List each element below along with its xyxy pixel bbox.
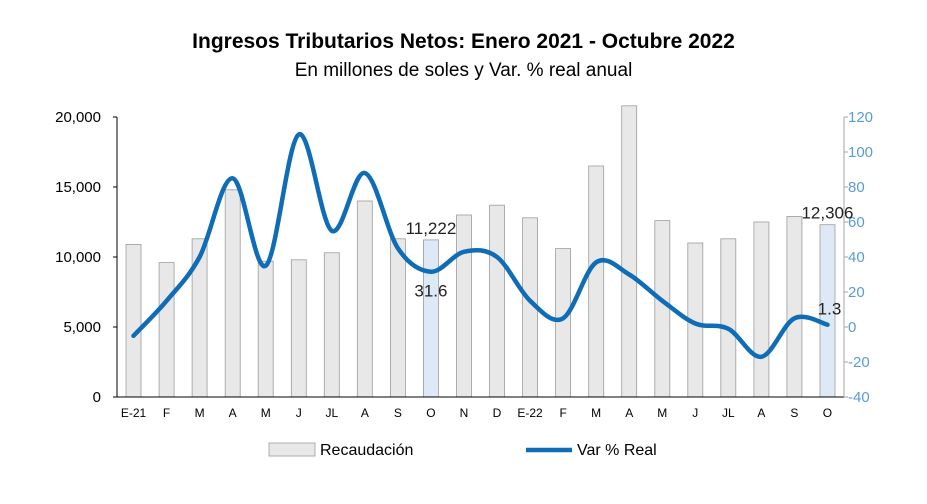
x-tick-label: A — [361, 406, 369, 420]
bar-6 — [323, 252, 340, 398]
data-label-2: 12,306 — [801, 204, 853, 223]
right-tick-label: 120 — [848, 109, 873, 126]
legend-label-recaudacion: Recaudación — [320, 442, 413, 459]
bar-5 — [290, 259, 307, 398]
x-tick-label: A — [625, 406, 633, 420]
bar-18 — [720, 238, 737, 398]
legend-label-var-real: Var % Real — [577, 442, 657, 459]
bar-0 — [125, 243, 142, 398]
x-tick-label: M — [195, 406, 205, 420]
x-tick-label: A — [757, 406, 765, 420]
data-label-0: 11,222 — [406, 219, 457, 238]
axes-group: 0 5,000 10,000 15,000 20,000 -40 -20 0 20 40 60 80 1… — [55, 109, 873, 420]
data-label-3: 1.3 — [818, 300, 842, 319]
x-tick-label: S — [394, 406, 402, 420]
data-label-1: 31.6 — [414, 282, 447, 301]
labels-group: 11,222 31.6 12,306 1.3 — [406, 204, 854, 319]
left-tick-label: 5,000 — [63, 319, 101, 336]
right-tick-label: 20 — [848, 284, 865, 301]
bar-16 — [654, 220, 671, 398]
x-tick-label: J — [692, 406, 698, 420]
x-tick-label: E-21 — [121, 406, 147, 420]
var-real-line — [131, 132, 830, 360]
right-tick-label: -40 — [848, 389, 870, 406]
left-tick-label: 15,000 — [55, 179, 101, 196]
right-tick-label: 0 — [848, 319, 856, 336]
x-tick-label: M — [657, 406, 667, 420]
x-tick-label: JL — [722, 406, 735, 420]
right-tick-label: 40 — [848, 249, 865, 266]
bar-13 — [555, 248, 571, 398]
x-tick-label: F — [163, 406, 170, 420]
x-tick-label: E-22 — [517, 406, 543, 420]
legend-group: Recaudación Var % Real — [268, 442, 657, 459]
line-group — [131, 132, 830, 360]
right-tick-label: -20 — [848, 354, 870, 371]
bars-group — [125, 105, 836, 398]
bar-7 — [356, 200, 373, 398]
x-tick-label: JL — [325, 406, 338, 420]
x-tick-label: J — [296, 406, 302, 420]
bar-3 — [224, 189, 241, 398]
bar-9 — [422, 239, 439, 398]
x-tick-label: S — [790, 406, 798, 420]
x-tick-label: A — [229, 406, 237, 420]
x-tick-label: D — [493, 406, 502, 420]
bar-19 — [753, 221, 770, 398]
x-tick-label: M — [591, 406, 601, 420]
x-tick-label: N — [460, 406, 469, 420]
chart-title: Ingresos Tributarios Netos: Enero 2021 -… — [192, 30, 735, 53]
bar-20 — [786, 215, 803, 398]
x-tick-label: O — [823, 406, 832, 420]
bar-1 — [158, 262, 175, 398]
bar-15 — [621, 105, 638, 398]
bar-4 — [257, 260, 274, 398]
x-tick-label: F — [559, 406, 566, 420]
bar-14 — [588, 165, 605, 398]
left-tick-label: 0 — [93, 389, 101, 406]
legend-bar-swatch — [268, 442, 316, 457]
bar-10 — [456, 214, 472, 398]
x-tick-label: O — [426, 406, 435, 420]
right-tick-label: 60 — [848, 214, 865, 231]
bar-8 — [389, 238, 406, 398]
left-tick-label: 20,000 — [55, 109, 101, 126]
chart-subtitle: En millones de soles y Var. % real anual — [294, 60, 633, 81]
left-tick-label: 10,000 — [55, 249, 101, 266]
right-tick-label: 100 — [848, 144, 873, 161]
x-tick-label: M — [261, 406, 271, 420]
right-tick-label: 80 — [848, 179, 865, 196]
bar-11 — [489, 204, 505, 398]
